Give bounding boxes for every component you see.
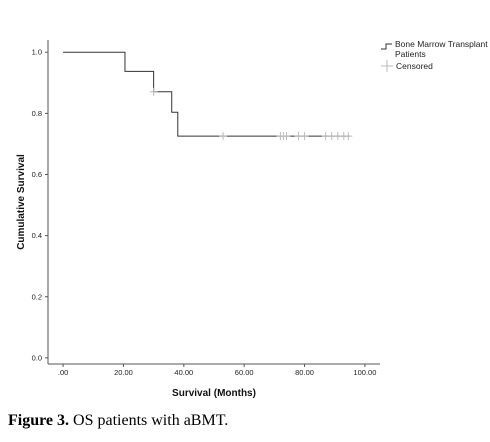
figure-caption: Figure 3. OS patients with aBMT. [8, 412, 228, 430]
y-tick-label: 1.0 [32, 48, 42, 57]
censored-mark [149, 87, 158, 96]
y-axis-title: Cumulative Survival [16, 154, 27, 250]
y-tick-label: 0.4 [32, 231, 42, 240]
legend-series-label-line1: Bone Marrow Transplant [395, 39, 488, 49]
legend: Bone Marrow Transplant Patients Censored [381, 39, 488, 72]
censored-mark [282, 132, 291, 141]
x-tick-label: 80.00 [295, 368, 314, 377]
y-axis-ticks: 0.0 0.2 0.4 0.6 0.8 1.0 [32, 48, 48, 362]
legend-series-label-line2: Patients [395, 49, 426, 59]
x-tick-label: 60.00 [235, 368, 254, 377]
censored-marks-layer [149, 87, 353, 141]
legend-censored-label: Censored [396, 61, 433, 71]
survival-series-layer [63, 51, 350, 137]
x-axis-title: Survival (Months) [172, 388, 256, 399]
y-tick-label: 0.6 [32, 170, 42, 179]
legend-series-swatch [381, 43, 392, 50]
y-tick-label: 0.0 [32, 353, 42, 362]
y-tick-label: 0.8 [32, 109, 42, 118]
censored-mark [219, 132, 228, 141]
x-tick-label: 40.00 [174, 368, 193, 377]
censored-mark [344, 132, 353, 141]
survival-step-line [63, 51, 350, 137]
figure-caption-label: Figure 3. [8, 412, 70, 429]
x-tick-label: 20.00 [114, 368, 133, 377]
x-tick-label: .00 [58, 368, 68, 377]
censored-mark [300, 132, 309, 141]
y-tick-label: 0.2 [32, 292, 42, 301]
figure-caption-text: OS patients with aBMT. [69, 412, 229, 429]
x-tick-label: 100.00 [353, 368, 376, 377]
legend-censored-swatch [381, 60, 393, 72]
x-axis-ticks: .00 20.00 40.00 60.00 80.00 100.00 [58, 364, 376, 377]
